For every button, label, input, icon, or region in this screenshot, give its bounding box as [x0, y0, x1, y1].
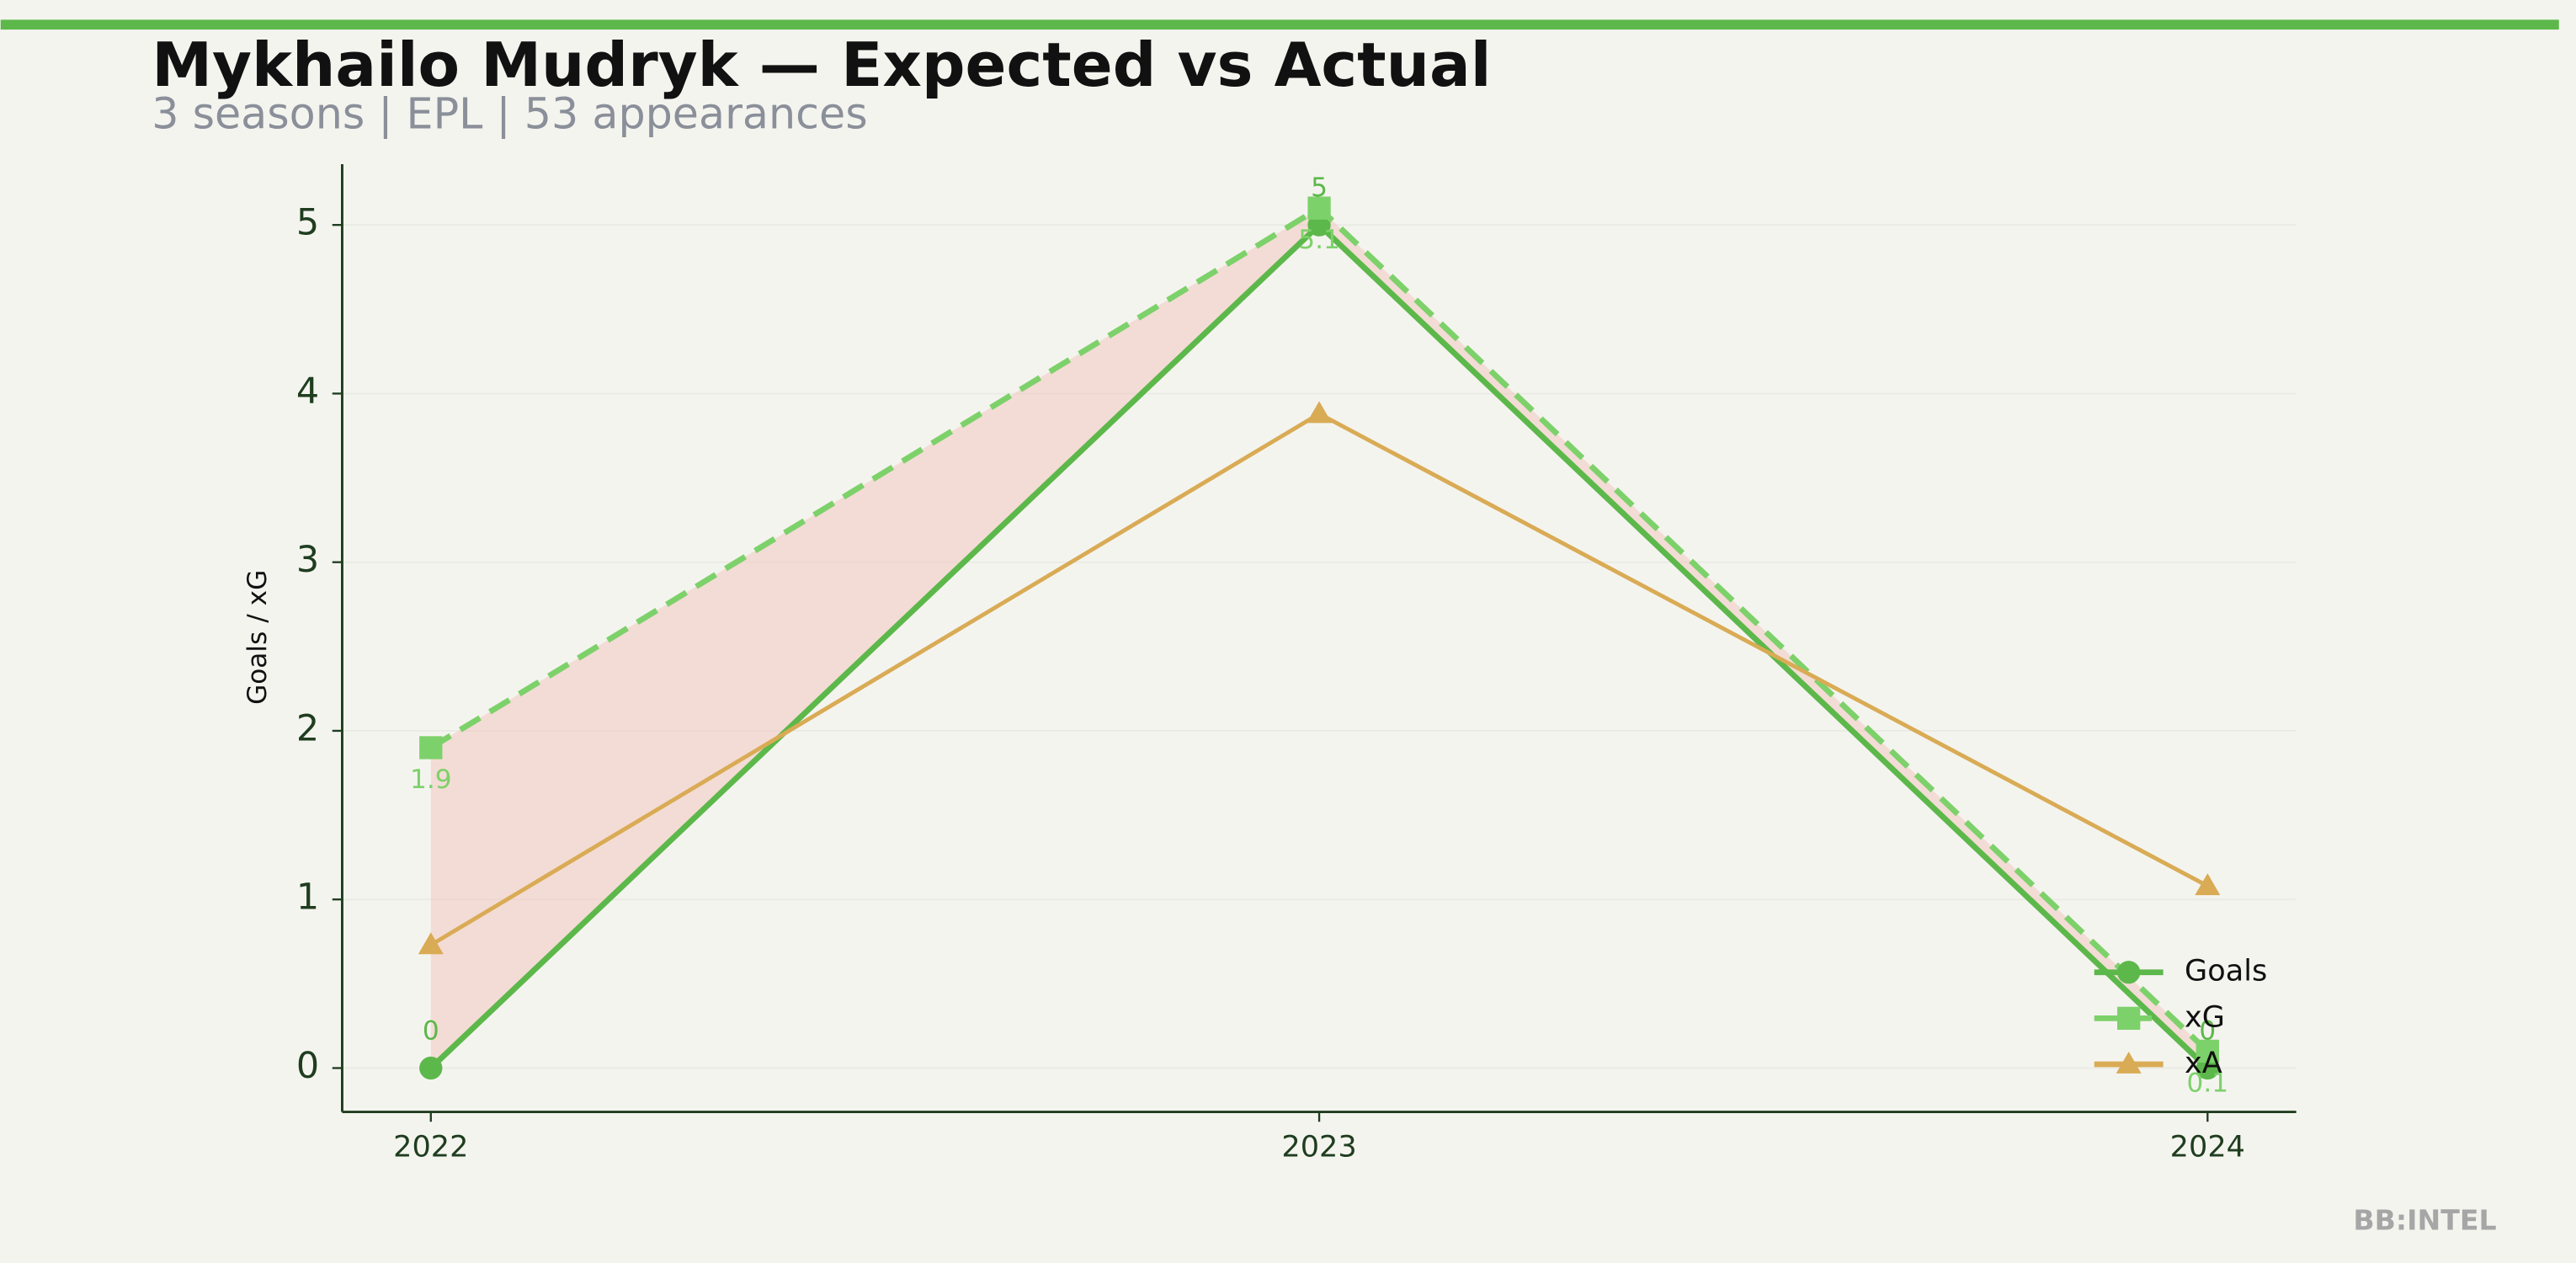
x-tick-label: 2023	[1281, 1129, 1356, 1164]
legend-marker	[2117, 1006, 2141, 1031]
plot-area: 0 1 2 3 4 5 2022 2023 2024 0 5 0 1.9 5.1 0.1 Goals xG xA	[296, 164, 2297, 1164]
marker	[419, 736, 443, 759]
legend-marker	[2117, 961, 2141, 984]
legend-label: Goals	[2185, 954, 2267, 989]
y-tick-label: 5	[296, 202, 319, 244]
gap-area	[430, 208, 2208, 1068]
x-tick-label: 2022	[393, 1129, 468, 1164]
marker	[1307, 401, 1333, 424]
data-label: 1.9	[410, 765, 452, 795]
y-tick-label: 2	[296, 707, 319, 749]
legend-label: xG	[2185, 999, 2225, 1034]
top-bar	[0, 19, 2559, 30]
y-tick-label: 1	[296, 877, 319, 919]
marker	[2195, 873, 2221, 896]
brand: BB:INTEL	[2353, 1204, 2496, 1237]
marker	[1307, 196, 1331, 220]
y-tick-label: 0	[296, 1045, 319, 1087]
data-label: 0	[423, 1016, 439, 1047]
legend-label: xA	[2185, 1046, 2222, 1080]
chart-title: Mykhailo Mudryk — Expected vs Actual	[152, 30, 1491, 101]
y-tick-label: 3	[296, 539, 319, 581]
y-axis-label: Goals / xG	[242, 570, 273, 705]
data-label: 5	[1311, 173, 1328, 203]
marker	[418, 932, 444, 955]
data-label: 5.1	[1298, 225, 1340, 255]
y-tick-label: 4	[296, 370, 319, 413]
x-tick-label: 2024	[2170, 1129, 2245, 1164]
chart-subtitle: 3 seasons | EPL | 53 appearances	[152, 88, 867, 139]
marker	[419, 1056, 443, 1080]
data-label: 0	[2199, 1016, 2216, 1047]
data-label: 0.1	[2187, 1068, 2229, 1098]
legend-marker	[2116, 1051, 2142, 1074]
marker	[2195, 1039, 2219, 1063]
